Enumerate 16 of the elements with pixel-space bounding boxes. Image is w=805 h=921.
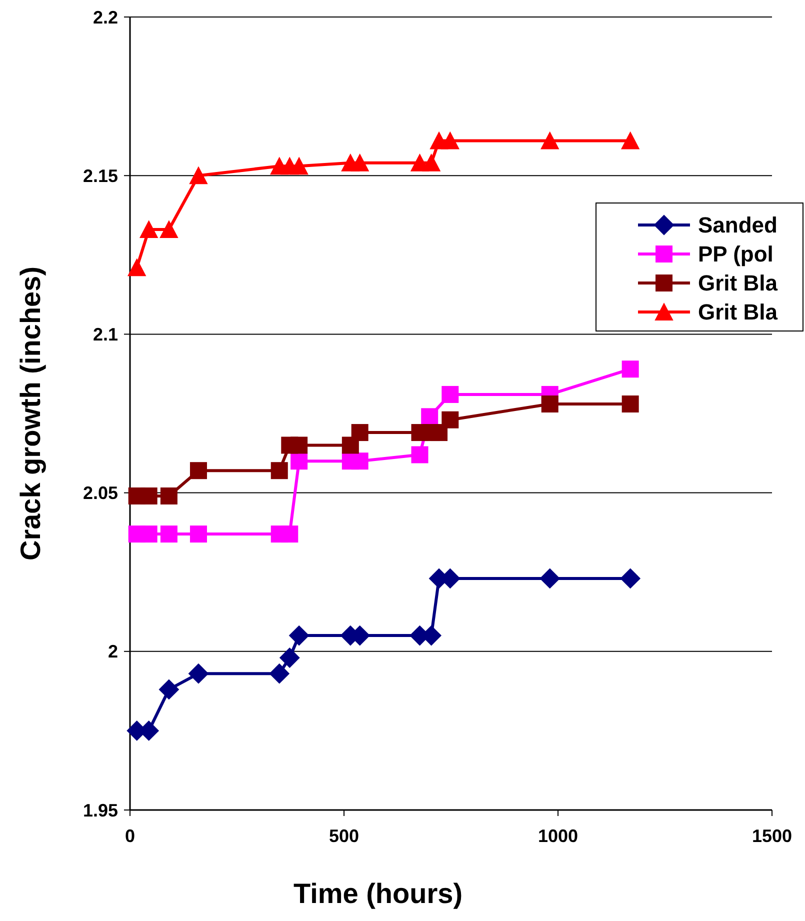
- x-tick-label: 0: [124, 826, 136, 846]
- y-axis-title: Crack growth (inches): [15, 266, 46, 561]
- y-tick-label: 1.95: [82, 800, 118, 820]
- y-tick-label: 2.1: [92, 324, 118, 344]
- legend-label: Grit Bla: [698, 300, 778, 325]
- legend-label: Sanded: [698, 212, 778, 238]
- y-tick-label: 2.15: [82, 166, 118, 186]
- legend-label: PP (pol: [698, 242, 774, 267]
- legend-label: Grit Bla: [698, 270, 778, 296]
- x-tick-label: 500: [328, 826, 360, 846]
- y-tick-label: 2.05: [82, 483, 118, 504]
- x-tick-label: 1000: [538, 826, 578, 846]
- y-tick-label: 2.2: [92, 7, 118, 28]
- x-tick-label: 1500: [752, 826, 792, 846]
- x-axis-title: Time (hours): [293, 878, 463, 909]
- y-tick-label: 2: [108, 642, 118, 662]
